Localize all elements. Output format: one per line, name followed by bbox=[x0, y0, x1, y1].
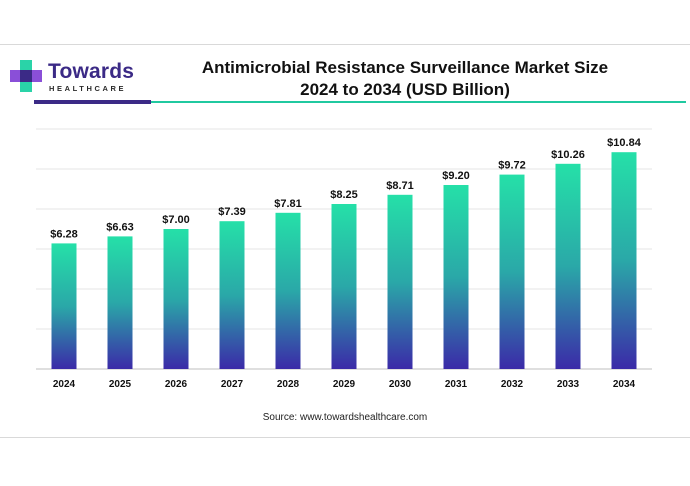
brand-name: Towards bbox=[48, 60, 135, 83]
x-tick-label-2028: 2028 bbox=[277, 379, 300, 390]
bar-2034 bbox=[611, 152, 637, 369]
source-note: Source: www.towardshealthcare.com bbox=[262, 412, 428, 423]
brand-subtitle: HEALTHCARE bbox=[49, 84, 127, 93]
bar-2026 bbox=[163, 229, 189, 369]
data-label-2032: $9.72 bbox=[498, 160, 526, 172]
x-tick-label-2029: 2029 bbox=[333, 379, 356, 390]
plus-icon bbox=[10, 60, 42, 92]
top-frame-line bbox=[0, 44, 690, 45]
bar-2024 bbox=[51, 243, 77, 369]
data-label-2034: $10.84 bbox=[607, 137, 642, 149]
bar-2032 bbox=[499, 174, 525, 369]
bar-2027 bbox=[219, 221, 245, 369]
x-tick-label-2024: 2024 bbox=[53, 379, 76, 390]
data-label-2031: $9.20 bbox=[442, 170, 470, 182]
header-underline-accent bbox=[151, 101, 686, 103]
bar-2030 bbox=[387, 194, 413, 369]
data-label-2029: $8.25 bbox=[330, 189, 358, 201]
chart-title: Antimicrobial Resistance Surveillance Ma… bbox=[160, 57, 650, 101]
x-tick-label-2033: 2033 bbox=[557, 379, 580, 390]
data-label-2030: $8.71 bbox=[386, 180, 414, 192]
bar-2033 bbox=[555, 163, 581, 369]
data-label-2027: $7.39 bbox=[218, 206, 246, 218]
chart-title-line2: 2024 to 2034 (USD Billion) bbox=[300, 80, 510, 99]
data-label-2025: $6.63 bbox=[106, 221, 134, 233]
x-tick-label-2025: 2025 bbox=[109, 379, 132, 390]
chart-title-line1: Antimicrobial Resistance Surveillance Ma… bbox=[201, 58, 609, 77]
data-label-2026: $7.00 bbox=[162, 214, 190, 226]
x-tick-label-2027: 2027 bbox=[221, 379, 244, 390]
data-label-2024: $6.28 bbox=[50, 228, 78, 240]
x-tick-label-2034: 2034 bbox=[613, 379, 636, 390]
bar-2031 bbox=[443, 185, 469, 369]
x-tick-label-2031: 2031 bbox=[445, 379, 468, 390]
bottom-frame-line bbox=[0, 437, 690, 438]
x-tick-label-2030: 2030 bbox=[389, 379, 412, 390]
bar-2029 bbox=[331, 204, 357, 369]
x-tick-label-2032: 2032 bbox=[501, 379, 524, 390]
header-underline-dark bbox=[34, 100, 151, 104]
x-tick-label-2026: 2026 bbox=[165, 379, 188, 390]
data-label-2028: $7.81 bbox=[274, 198, 302, 210]
bar-2025 bbox=[107, 236, 133, 369]
bar-2028 bbox=[275, 212, 301, 369]
brand-logo: Towards HEALTHCARE bbox=[8, 58, 148, 100]
data-label-2033: $10.26 bbox=[551, 149, 585, 161]
